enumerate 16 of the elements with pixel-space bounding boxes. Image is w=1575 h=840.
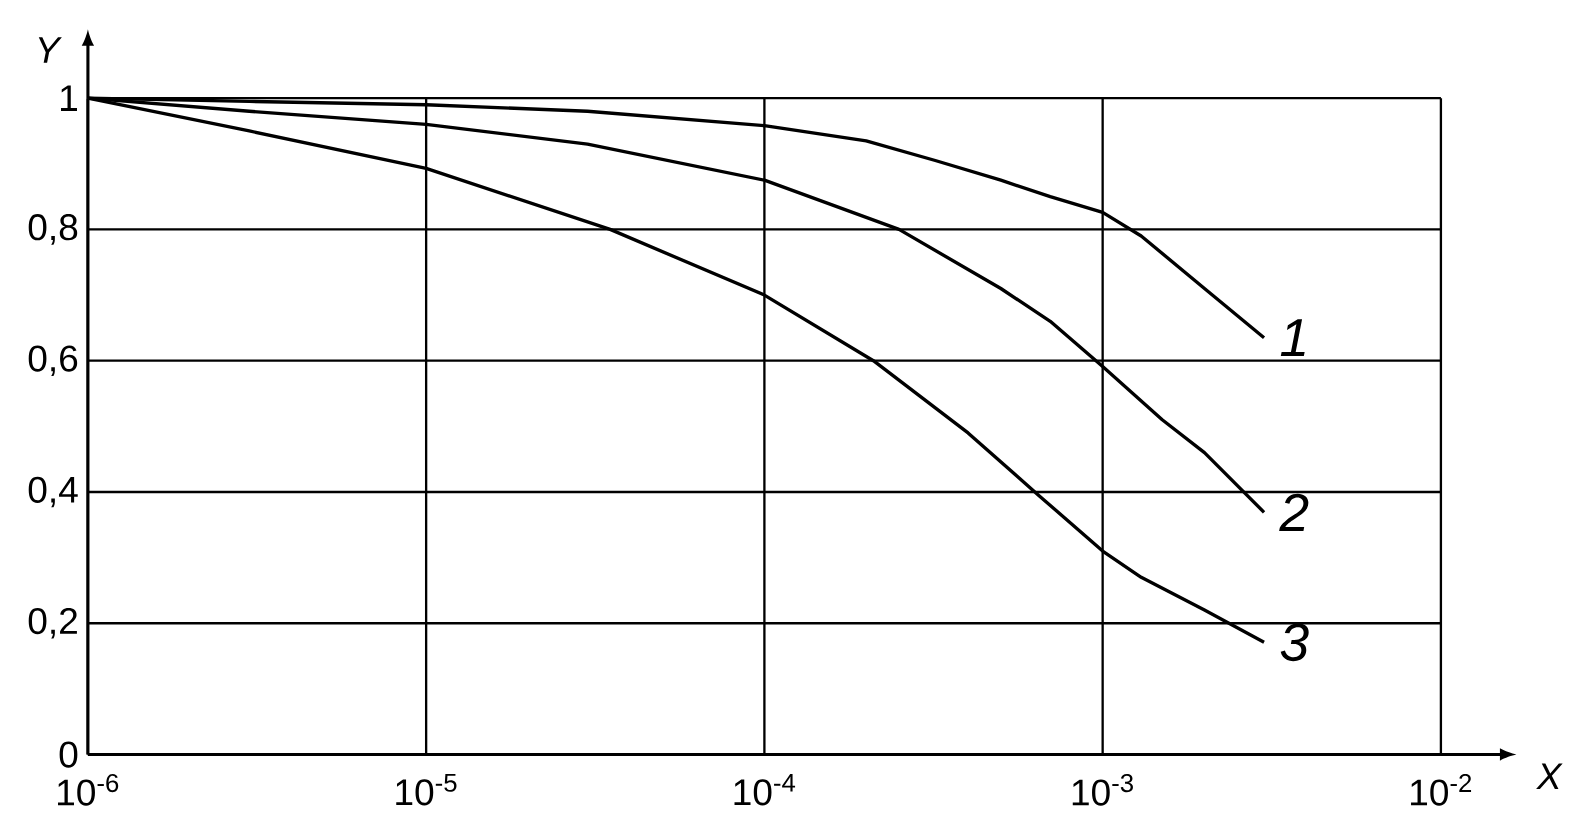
x-tick-label: 10$^{-4}$	[734, 773, 796, 806]
y-tick-label: 1	[61, 85, 77, 111]
x-tick-label: 10$^{-5}$	[396, 773, 457, 806]
series-label: 1	[1280, 319, 1305, 356]
y-tick-label: 0,8	[28, 214, 78, 245]
y-axis-title: Y	[38, 37, 62, 63]
y-tick-label: 0,2	[28, 607, 77, 639]
x-tick-label: 10$^{-2}$	[1411, 773, 1472, 806]
x-tick-label: 10$^{-3}$	[1072, 773, 1133, 806]
series-label: 3	[1280, 623, 1309, 662]
y-tick-label: 0,4	[28, 476, 78, 508]
y-tick-label: 0,6	[28, 345, 78, 376]
y-tick-label: 0	[59, 741, 78, 768]
x-axis-title: X	[1536, 763, 1563, 790]
series-label: 2	[1279, 493, 1309, 531]
x-tick-label: 10$^{-6}$	[58, 773, 119, 806]
